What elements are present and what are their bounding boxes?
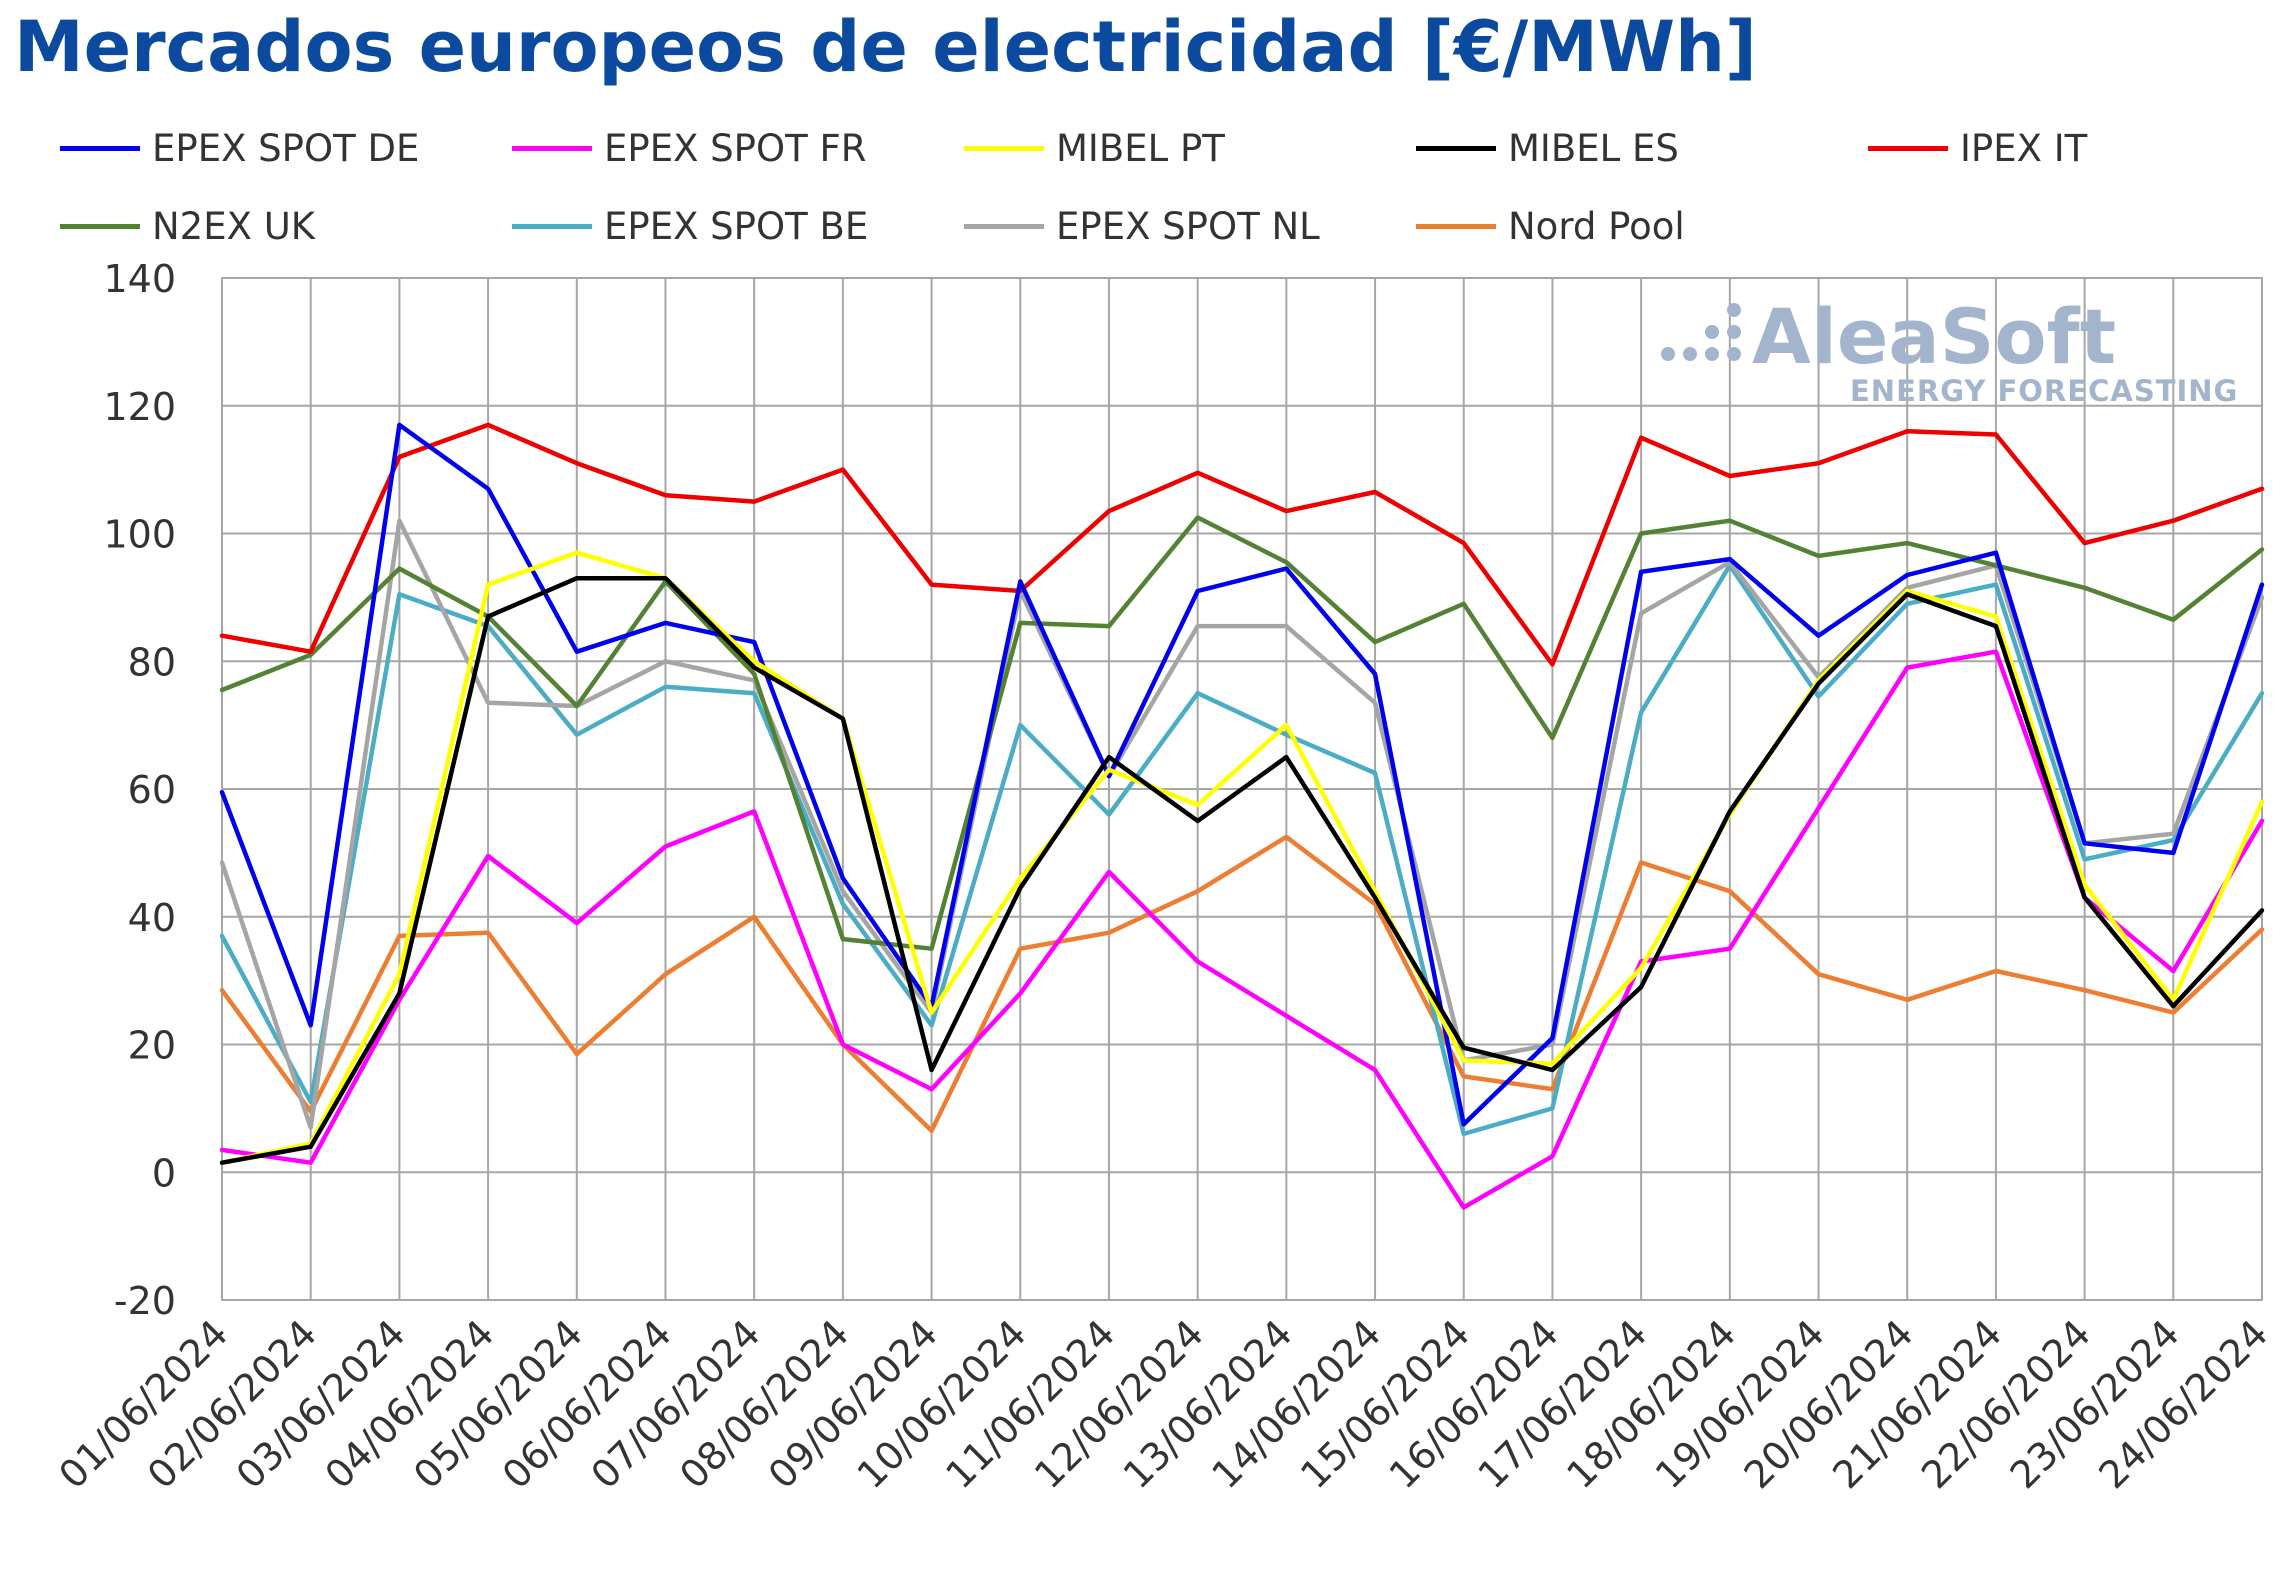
y-tick-label: 0 [152,1151,176,1195]
chart-title: Mercados europeos de electricidad [€/MWh… [14,6,1757,88]
legend-label: EPEX SPOT BE [604,204,869,248]
logo-name: AleaSoft [1752,292,2117,381]
legend-swatch [964,145,1044,151]
legend-item: EPEX SPOT FR [512,126,866,170]
legend-item: EPEX SPOT NL [964,204,1320,248]
series-line-mibel-pt [219,550,2265,1165]
legend-label: EPEX SPOT FR [604,126,867,170]
legend-swatch [512,145,592,151]
legend-item: N2EX UK [60,204,315,248]
legend: EPEX SPOT DE EPEX SPOT FR MIBEL PT MIBEL ES… [60,126,2260,266]
y-tick-label: 40 [128,896,176,940]
legend-swatch [1416,223,1496,229]
logo-tagline: ENERGY FORECASTING [1850,374,2239,408]
y-tick-label: 120 [103,385,176,429]
legend-label: EPEX SPOT DE [152,126,420,170]
logo-dots-icon [1661,303,1741,361]
legend-swatch [60,223,140,229]
aleasoft-logo: AleaSoft ENERGY FORECASTING [1660,292,2237,412]
legend-item: MIBEL PT [964,126,1225,170]
legend-label: IPEX IT [1960,126,2088,170]
series-line-mibel-es [219,575,2265,1165]
series-line-n2ex-uk [219,515,2265,951]
legend-swatch [60,145,140,151]
legend-label: Nord Pool [1508,204,1685,248]
legend-swatch [964,223,1044,229]
y-tick-label: 80 [128,640,176,684]
y-tick-label: 60 [128,768,176,812]
series-line-ipex-it [219,422,2265,667]
legend-label: EPEX SPOT NL [1056,204,1320,248]
series-line-epex-spot-fr [219,649,2265,1210]
series-line-epex-spot-nl [219,518,2265,1130]
y-tick-label: 100 [103,513,176,557]
series-line-epex-spot-de [219,422,2265,1127]
legend-item: Nord Pool [1416,204,1685,248]
legend-item: EPEX SPOT BE [512,204,868,248]
legend-item: EPEX SPOT DE [60,126,419,170]
series-line-nord-pool [219,834,2265,1133]
legend-swatch [512,223,592,229]
y-tick-label: 20 [128,1024,176,1068]
legend-swatch [1416,145,1496,151]
y-tick-label: 140 [103,257,176,301]
legend-item: MIBEL ES [1416,126,1679,170]
legend-swatch [1868,145,1948,151]
legend-label: N2EX UK [152,204,316,248]
legend-item: IPEX IT [1868,126,2087,170]
legend-label: MIBEL ES [1508,126,1679,170]
legend-label: MIBEL PT [1056,126,1225,170]
y-tick-label: -20 [114,1279,176,1323]
